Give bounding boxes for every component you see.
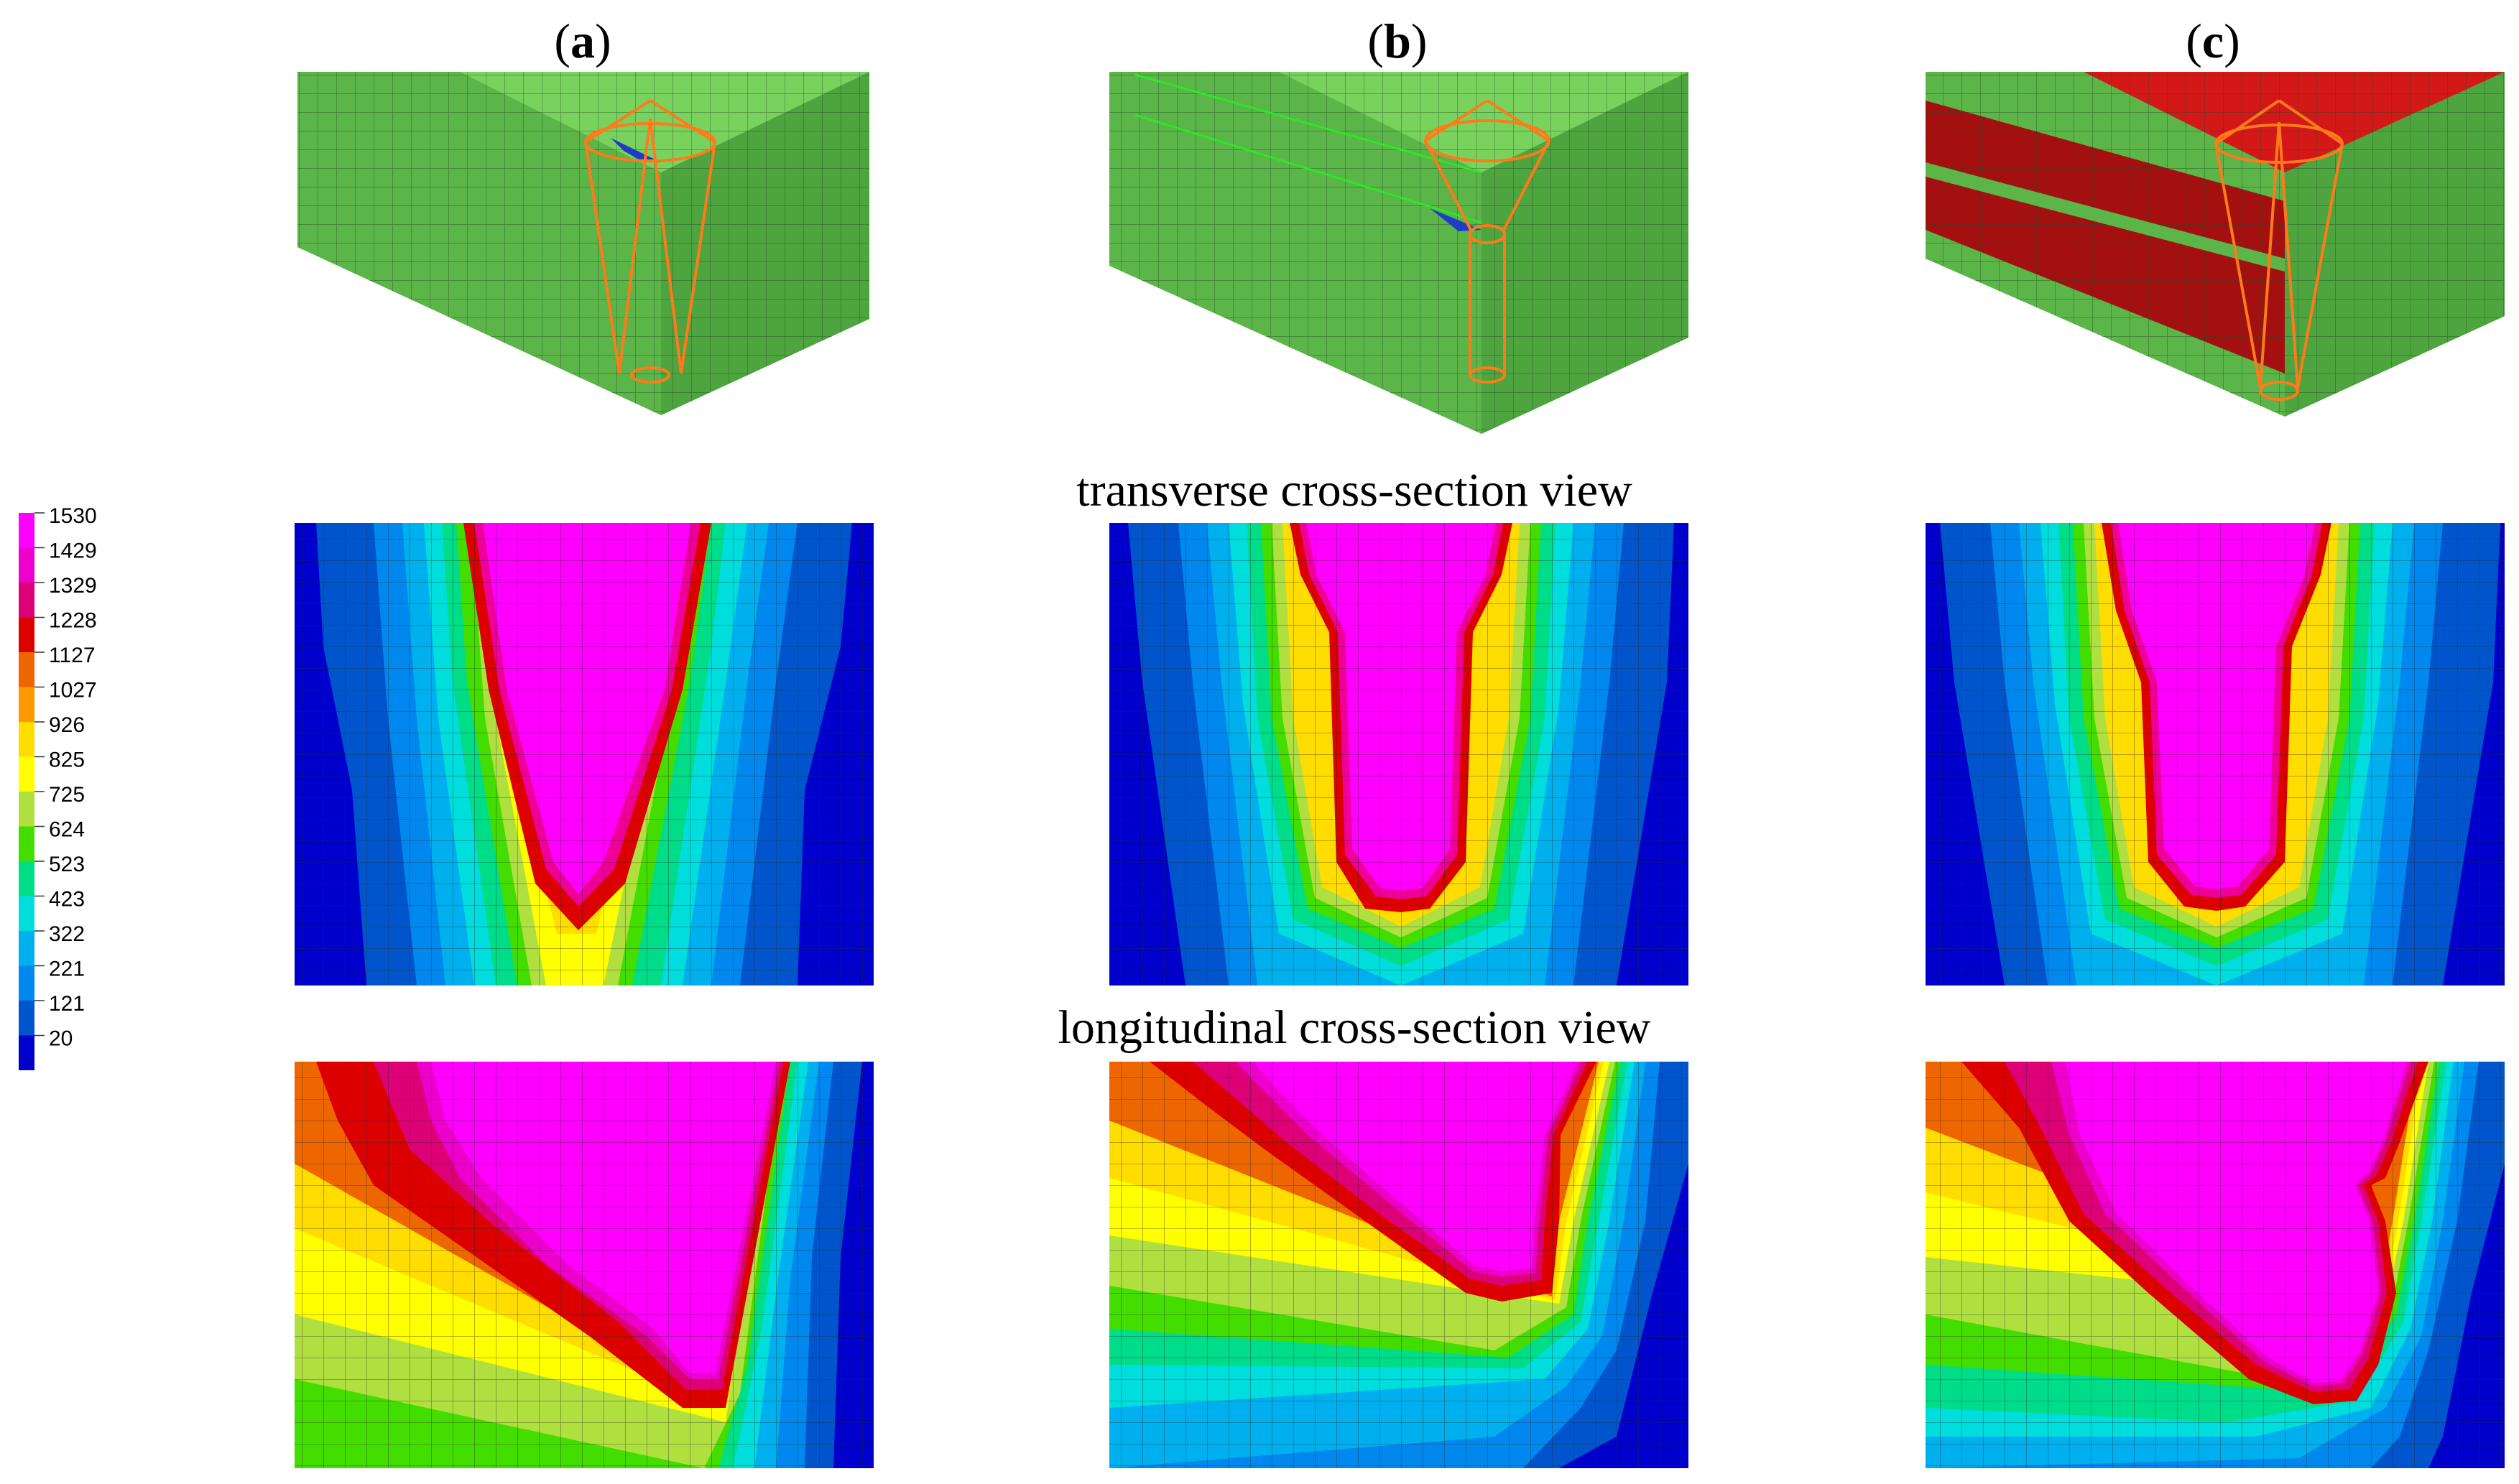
legend-label: 1530 <box>49 504 97 528</box>
panel-label-b-open: ( <box>1367 14 1384 68</box>
legend-swatch <box>19 1035 34 1070</box>
legend-label: 1429 <box>49 539 97 563</box>
color-legend: 1530 1429 1329 1228 1127 1027 926 825 725 624 523 4… <box>19 504 97 1070</box>
mesh-block-a-top-grid <box>297 72 869 172</box>
panel-label-c-close: ) <box>2224 14 2240 68</box>
longitudinal-section-c <box>1926 1062 2505 1468</box>
legend-swatch <box>19 931 34 966</box>
heat-source-a <box>584 99 716 384</box>
boundary-marker-a <box>611 138 661 162</box>
legend-label: 1027 <box>49 679 97 702</box>
legend-swatch <box>19 826 34 861</box>
legend-swatch <box>19 583 34 618</box>
legend-swatch <box>19 547 34 583</box>
legend-label: 926 <box>49 713 85 737</box>
legend-label: 423 <box>49 888 85 912</box>
panel-label-a-close: ) <box>595 14 611 68</box>
mesh-block-b <box>1109 72 1688 434</box>
transverse-title: transverse cross-section view <box>1076 464 1632 516</box>
mesh-block-a <box>297 72 869 415</box>
longitudinal-section-a <box>295 1062 874 1468</box>
legend-label: 1228 <box>49 609 97 633</box>
legend-swatch <box>19 513 34 548</box>
panel-label-c: (c) <box>2186 14 2240 68</box>
legend-swatch <box>19 687 34 722</box>
panel-label-b: (b) <box>1367 14 1427 68</box>
legend-label: 322 <box>49 922 85 946</box>
mesh-block-b-top-grid <box>1109 72 1688 172</box>
transverse-section-b <box>1109 523 1688 986</box>
green-stripe-c <box>1926 162 2285 272</box>
legend-swatch <box>19 722 34 757</box>
mesh-block-c-top-grid <box>1926 72 2505 172</box>
panel-label-b-letter: b <box>1384 14 1411 68</box>
panel-label-a-letter: a <box>570 14 595 68</box>
heat-source-b <box>1424 99 1550 384</box>
legend-swatch <box>19 965 34 1001</box>
panel-label-a-open: ( <box>554 14 570 68</box>
red-layer-c-front-grid <box>1926 101 2285 374</box>
longitudinal-section-b <box>1109 1062 1688 1468</box>
legend-swatch <box>19 1001 34 1036</box>
legend-swatch <box>19 861 34 896</box>
panel-label-c-open: ( <box>2186 14 2202 68</box>
legend-swatch <box>19 792 34 827</box>
legend-label: 725 <box>49 783 85 807</box>
panel-label-c-letter: c <box>2202 14 2224 68</box>
mesh-block-b-side-grid <box>1482 72 1688 434</box>
mesh-block-c <box>1926 72 2505 417</box>
legend-swatch <box>19 896 34 931</box>
layer-line-b-1 <box>1134 73 1482 174</box>
legend-label: 1127 <box>49 644 96 667</box>
heat-source-c <box>2214 99 2344 401</box>
legend-label: 523 <box>49 853 85 876</box>
longitudinal-title: longitudinal cross-section view <box>1058 1001 1651 1054</box>
legend-label: 121 <box>49 992 85 1016</box>
legend-label: 221 <box>49 957 85 981</box>
panel-label-b-close: ) <box>1411 14 1428 68</box>
panel-label-a: (a) <box>554 14 611 68</box>
transverse-section-c <box>1926 523 2505 986</box>
legend-swatch <box>19 756 34 792</box>
legend-label: 1329 <box>49 574 97 598</box>
legend-label: 825 <box>49 748 85 772</box>
legend-label: 624 <box>49 818 85 842</box>
legend-label: 20 <box>49 1027 73 1051</box>
legend-swatch <box>19 617 34 652</box>
legend-swatch <box>19 652 34 687</box>
layer-line-b-2 <box>1134 113 1482 224</box>
transverse-section-a <box>295 523 874 986</box>
